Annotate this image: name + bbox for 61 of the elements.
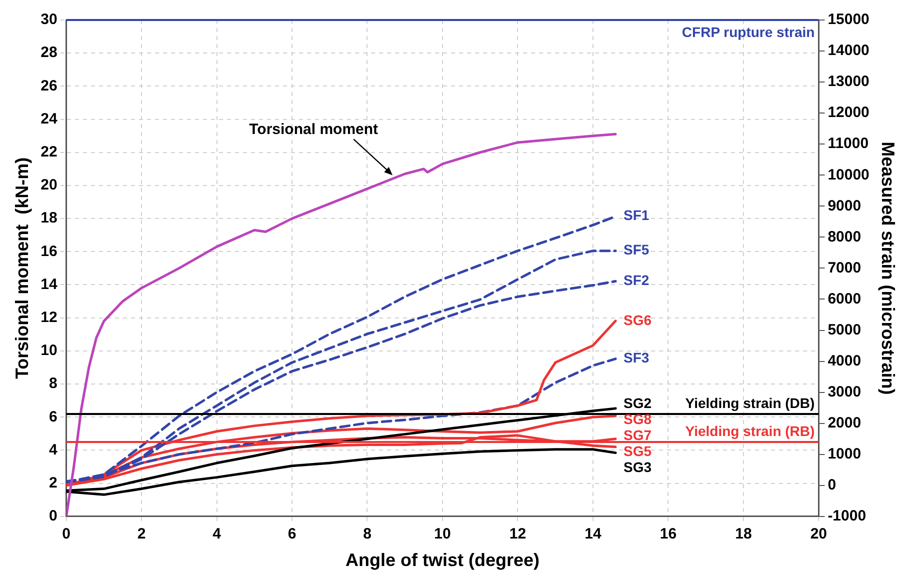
y2-tick-label: 13000: [828, 73, 870, 90]
y-tick-label: 4: [48, 441, 58, 458]
x-tick-label: 10: [434, 526, 451, 543]
annotation: Torsional moment: [249, 120, 378, 138]
y2-tick-label: 0: [828, 476, 836, 494]
y2-tick-label: 9000: [828, 197, 862, 214]
series-label: SF5: [624, 242, 650, 258]
y2-tick-label: 15000: [828, 11, 870, 28]
series-label: SG8: [624, 410, 652, 427]
y2-tick-label: 3000: [828, 383, 862, 400]
series-label: SG6: [624, 312, 652, 328]
y2-tick-label: 8000: [828, 228, 862, 246]
x-axis-title: Angle of twist (degree): [345, 550, 540, 570]
y2-tick-label: 2000: [828, 414, 862, 432]
y2-tick-label: 10000: [828, 166, 870, 184]
y-tick-label: 26: [40, 77, 58, 94]
series-label: SG7: [624, 426, 652, 443]
y-tick-label: 2: [48, 474, 58, 492]
y-tick-label: 24: [40, 110, 58, 128]
series-label: SF3: [624, 350, 650, 366]
y-tick-label: 22: [40, 144, 58, 161]
y-tick-label: 10: [40, 342, 58, 360]
series-label: SG3: [624, 458, 652, 475]
ref-line-label: CFRP rupture strain: [682, 24, 815, 40]
y-tick-label: 12: [40, 308, 58, 326]
y-tick-label: 30: [40, 11, 58, 28]
x-tick-label: 16: [660, 526, 677, 543]
y-tick-label: 6: [48, 408, 58, 426]
y-tick-label: 0: [48, 508, 58, 525]
y2-tick-label: 12000: [828, 104, 870, 122]
x-tick-label: 12: [509, 526, 526, 543]
y2-tick-label: 11000: [828, 135, 869, 152]
x-tick-label: 2: [137, 526, 146, 543]
y-tick-label: 20: [40, 176, 58, 194]
series-label: SF1: [624, 207, 650, 224]
y-tick-label: 28: [40, 44, 58, 62]
x-tick-label: 18: [735, 526, 752, 543]
y2-tick-label: -1000: [828, 508, 866, 525]
series-label: SF2: [624, 272, 650, 288]
y2-tick-label: 6000: [828, 290, 862, 308]
y-tick-label: 14: [40, 276, 58, 293]
y2-tick-label: 4000: [828, 352, 862, 370]
y2-tick-label: 5000: [828, 321, 862, 338]
y2-axis-title: Measured strain (microstrain): [878, 142, 898, 395]
x-tick-label: 4: [212, 526, 222, 543]
series-label: SG2: [624, 394, 652, 411]
y-axis-title: Torsional moment (kN-m): [12, 157, 32, 380]
y-tick-label: 8: [48, 375, 58, 392]
x-tick-label: 20: [810, 526, 828, 543]
y-tick-label: 18: [40, 210, 58, 227]
x-tick-label: 0: [62, 526, 70, 543]
y2-tick-label: 14000: [828, 42, 870, 60]
ref-line-label: Yielding strain (RB): [685, 422, 815, 439]
series-label: SG5: [624, 442, 652, 459]
y-tick-label: 16: [40, 242, 58, 260]
x-tick-label: 8: [363, 526, 372, 543]
ref-line-label: Yielding strain (DB): [685, 394, 815, 411]
y2-tick-label: 1000: [828, 445, 862, 462]
x-tick-label: 14: [584, 526, 602, 543]
x-tick-label: 6: [288, 526, 296, 543]
y2-tick-label: 7000: [828, 259, 862, 276]
